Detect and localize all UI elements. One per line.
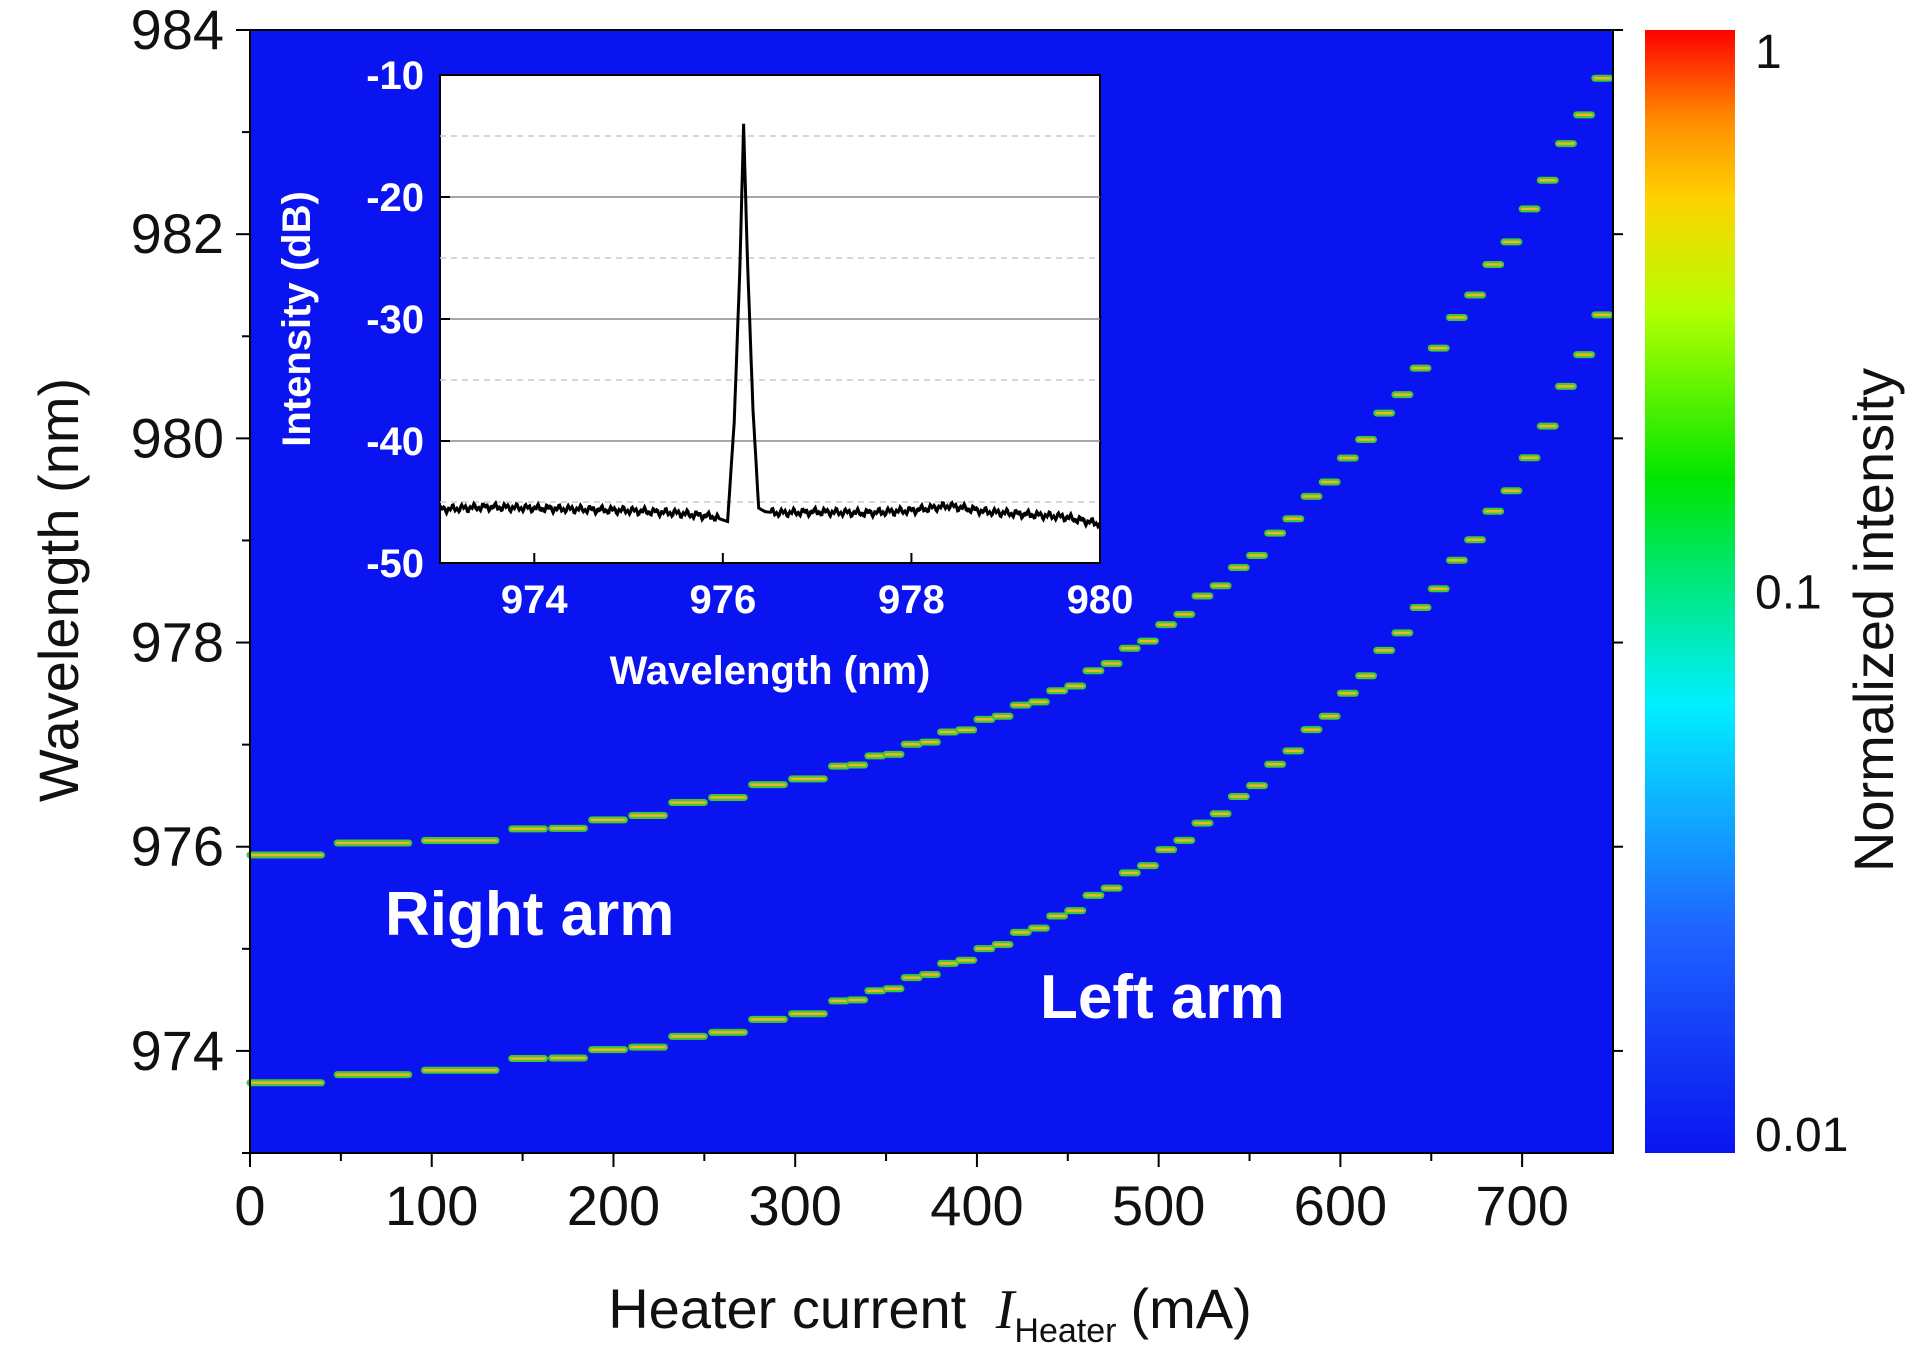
main-plot-frame [249,29,1614,1154]
x-tick-label: 100 [385,1174,478,1237]
colorbar-title: Normalized intensity [1842,368,1905,872]
x-tick-label: 200 [567,1174,660,1237]
y-tick-label: 978 [131,611,224,674]
colorbar-tick-label: 0.1 [1755,567,1822,620]
x-axis-title-symbol: I [995,1279,1017,1341]
y-tick-label: 984 [131,0,224,61]
y-tick-label: 980 [131,406,224,469]
inset-axis-ticks: -10 -20 -30 -40 -50 974 976 978 980 [366,54,1133,622]
x-tick-label: 700 [1475,1174,1568,1237]
y-tick-label: 976 [131,815,224,878]
inset-x-axis-title: Wavelength (nm) [610,649,931,693]
inset-x-tick-label: 976 [689,578,756,622]
annotation-right-arm: Right arm [385,880,674,949]
x-tick-label: 0 [234,1174,265,1237]
x-tick-label: 400 [930,1174,1023,1237]
inset-y-tick-label: -10 [366,54,424,98]
x-tick-label: 300 [748,1174,841,1237]
inset-y-tick-label: -50 [366,542,424,586]
series-right-arm [246,74,1614,859]
inset-grid [440,135,1100,503]
x-tick-label: 600 [1294,1174,1387,1237]
colorbar [1645,30,1735,1153]
inset-y-tick-label: -20 [366,176,424,220]
heatmap-traces [246,74,1614,1087]
series-left-arm [246,311,1614,1087]
x-axis-title-unit: (mA) [1130,1277,1251,1340]
y-axis-title: Wavelength (nm) [27,378,90,802]
inset-y-tick-label: -40 [366,420,424,464]
inset-x-tick-label: 978 [878,578,945,622]
y-tick-label: 974 [131,1019,224,1082]
colorbar-tick-label: 0.01 [1755,1109,1848,1162]
colorbar-ticks: 1 0.1 0.01 [1755,26,1848,1162]
x-tick-label: 500 [1112,1174,1205,1237]
x-axis-title-subscript: Heater [1014,1312,1116,1350]
inset-y-tick-label: -30 [366,298,424,342]
main-axis-ticks: 0 100 200 300 400 500 600 700 974 976 978 980 982 984 [131,0,1623,1237]
x-axis-title-text: Heater current [608,1277,966,1340]
x-axis-title: Heater current IHeater (mA) [608,1277,1252,1350]
inset-spectrum-line [439,123,1102,530]
inset-y-axis-title: Intensity (dB) [275,191,319,447]
y-tick-label: 982 [131,202,224,265]
inset-x-tick-label: 974 [501,578,568,622]
colorbar-tick-label: 1 [1755,26,1782,79]
inset-series [439,123,1102,530]
annotation-left-arm: Left arm [1040,963,1285,1032]
inset-x-tick-label: 980 [1067,578,1134,622]
